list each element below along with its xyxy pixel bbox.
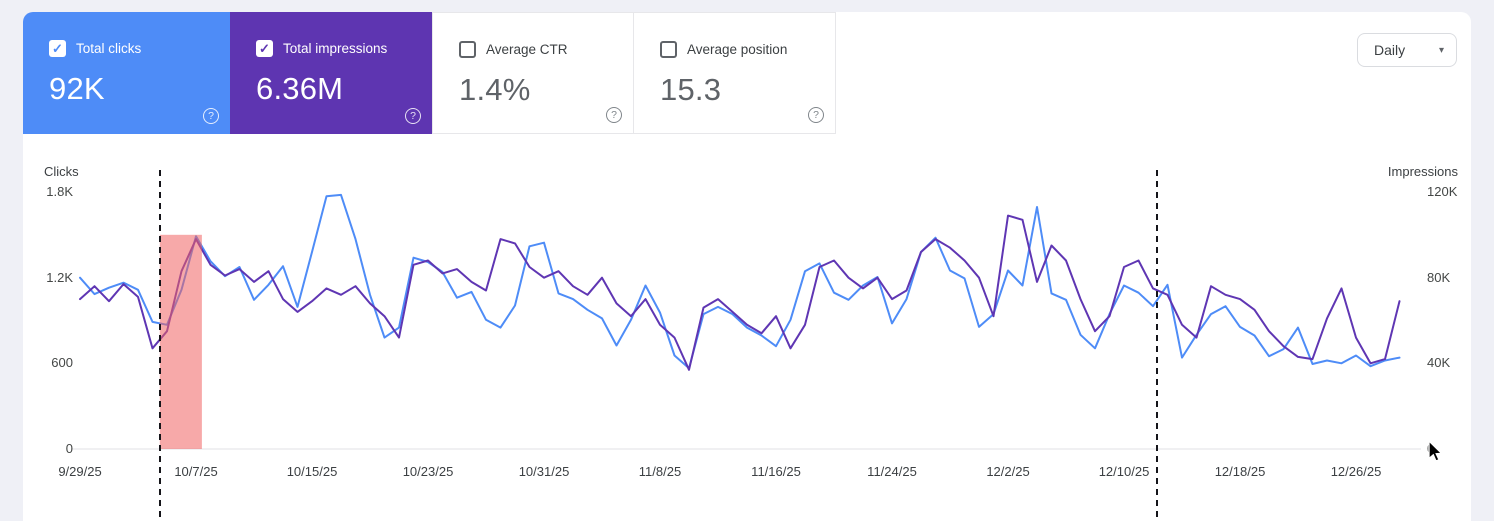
metric-card-value: 92K bbox=[49, 71, 105, 106]
date-tick-label: 10/31/25 bbox=[518, 464, 570, 479]
annotation-dashed-line bbox=[158, 170, 161, 521]
check-glyph: ✓ bbox=[259, 41, 270, 56]
date-tick-label: 12/26/25 bbox=[1330, 464, 1382, 479]
clicks-axis-tick: 0 bbox=[65, 441, 73, 456]
date-tick-label: 11/16/25 bbox=[751, 464, 801, 479]
impressions-axis-tick: 80K bbox=[1427, 269, 1451, 285]
mouse-cursor-icon bbox=[1427, 439, 1445, 469]
metric-card-value: 15.3 bbox=[660, 72, 722, 107]
metric-card-value: 6.36M bbox=[256, 71, 344, 106]
date-tick-label: 10/23/25 bbox=[402, 464, 454, 479]
metric-cards-row: ✓ Total clicks 92K ? ✓ Total impressions… bbox=[23, 12, 836, 134]
checkbox-checked-icon[interactable]: ✓ bbox=[256, 40, 273, 57]
metric-card-label: Total clicks bbox=[76, 41, 142, 56]
metric-card-header: Average position bbox=[634, 13, 835, 58]
performance-panel: ✓ Total clicks 92K ? ✓ Total impressions… bbox=[23, 12, 1471, 521]
date-tick-label: 12/18/25 bbox=[1214, 464, 1266, 479]
impressions-axis-tick: 120K bbox=[1427, 184, 1458, 199]
help-icon[interactable]: ? bbox=[606, 107, 622, 123]
left-axis-title: Clicks bbox=[44, 164, 79, 179]
date-tick-label: 12/2/25 bbox=[986, 464, 1030, 479]
metric-card-value: 1.4% bbox=[459, 72, 531, 107]
metric-card-label: Average CTR bbox=[486, 42, 568, 57]
metric-card-total-impressions[interactable]: ✓ Total impressions 6.36M ? bbox=[230, 12, 432, 134]
granularity-value: Daily bbox=[1374, 42, 1406, 58]
checkbox-unchecked-icon[interactable] bbox=[660, 41, 677, 58]
date-tick-label: 10/15/25 bbox=[286, 464, 338, 479]
clicks-axis-tick: 600 bbox=[51, 355, 73, 371]
checkbox-checked-icon[interactable]: ✓ bbox=[49, 40, 66, 57]
metric-card-average-position[interactable]: Average position 15.3 ? bbox=[634, 12, 836, 134]
performance-chart[interactable] bbox=[23, 192, 1471, 454]
help-icon[interactable]: ? bbox=[808, 107, 824, 123]
metric-card-header: Average CTR bbox=[433, 13, 633, 58]
clicks-axis-tick: 1.2K bbox=[46, 269, 73, 285]
help-icon[interactable]: ? bbox=[203, 108, 219, 124]
clicks-axis-tick: 1.8K bbox=[46, 184, 73, 199]
help-icon[interactable]: ? bbox=[405, 108, 421, 124]
metric-card-header: ✓ Total clicks bbox=[23, 12, 230, 57]
clicks-line bbox=[79, 193, 1401, 370]
annotation-dashed-line bbox=[1156, 170, 1159, 521]
checkbox-unchecked-icon[interactable] bbox=[459, 41, 476, 58]
metric-card-total-clicks[interactable]: ✓ Total clicks 92K ? bbox=[23, 12, 230, 134]
highlight-band bbox=[159, 234, 202, 449]
check-glyph: ✓ bbox=[52, 41, 63, 56]
granularity-dropdown[interactable]: Daily ▾ bbox=[1357, 33, 1457, 67]
date-tick-label: 12/10/25 bbox=[1098, 464, 1150, 479]
chevron-down-icon: ▾ bbox=[1438, 44, 1444, 56]
metric-card-label: Total impressions bbox=[283, 41, 388, 56]
date-tick-label: 11/24/25 bbox=[867, 464, 917, 479]
metric-card-label: Average position bbox=[687, 42, 788, 57]
date-tick-label: 10/7/25 bbox=[174, 464, 218, 479]
metric-card-header: ✓ Total impressions bbox=[230, 12, 432, 57]
date-tick-label: 9/29/25 bbox=[58, 464, 102, 479]
metric-card-average-ctr[interactable]: Average CTR 1.4% ? bbox=[432, 12, 634, 134]
right-axis-title: Impressions bbox=[1387, 164, 1458, 179]
impressions-axis-tick: 40K bbox=[1427, 355, 1451, 371]
impressions-line bbox=[79, 214, 1401, 371]
date-tick-label: 11/8/25 bbox=[638, 464, 682, 479]
